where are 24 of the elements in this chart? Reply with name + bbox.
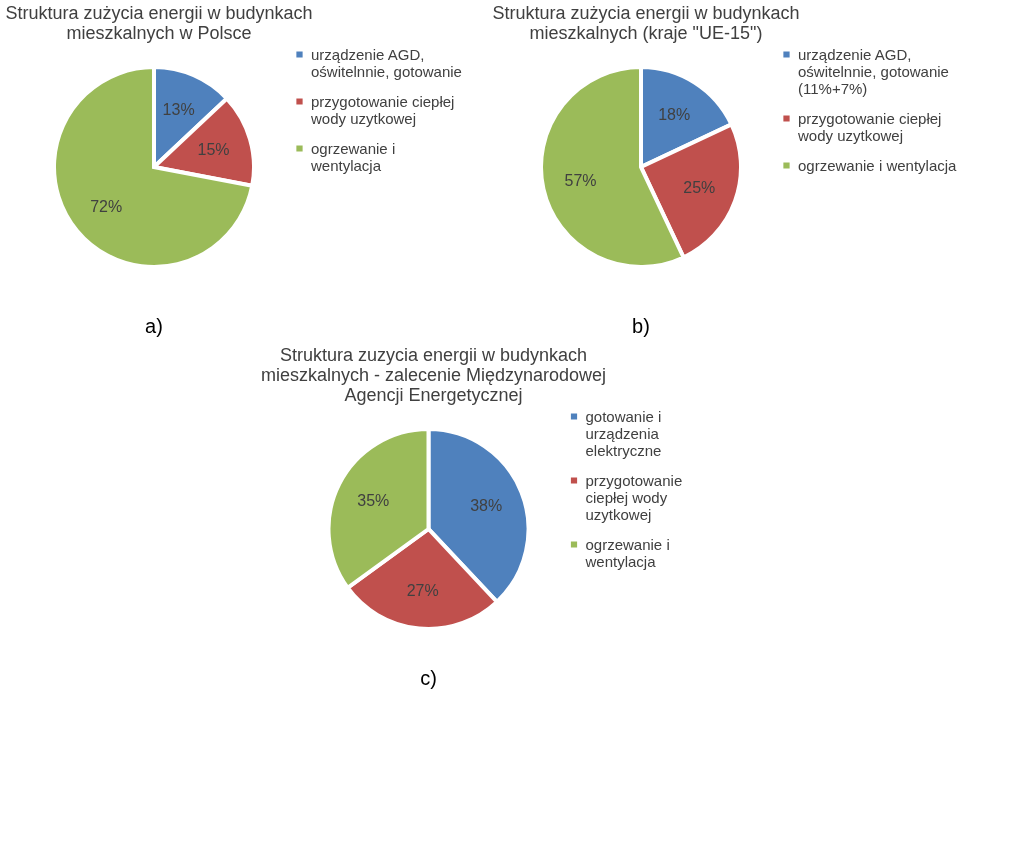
data-label: 13% [162,101,195,119]
data-label: 15% [197,140,230,158]
chart-title: Struktura zużycia energii w budynkach mieszkalnych (kraje "UE-15") [492,3,800,43]
data-label: 25% [683,179,716,196]
data-label: 18% [658,105,691,123]
text: c) [420,667,437,689]
legend-label: przygotowanie ciepłej wody uzytkowej [585,471,683,523]
legend-label: przygotowanie ciepłej wody uzytkowej [310,92,455,127]
legend-label: urządzenie AGD, oświtelnnie, gotowanie [311,45,462,80]
legend-label: ogrzewanie i wentylacja [798,156,958,174]
chart-title: Struktura zużycia energii w budynkach mieszkalnych w Polsce [5,3,313,43]
legend-label: gotowanie i urządzenia elektryczne [585,407,662,459]
text: a) [145,315,163,337]
legend-label: ogrzewanie i wentylacja [584,535,670,570]
data-label: 57% [564,171,597,189]
legend-label: ogrzewanie i wentylacja [310,139,396,174]
data-label: 72% [90,197,123,215]
data-label: 35% [357,491,390,509]
data-label: 27% [406,581,439,599]
data-label: 38% [470,497,503,515]
legend-label: przygotowanie ciepłej wody uzytkowej [797,109,942,144]
legend-label: urządzenie AGD, oświtelnnie, gotowanie (11%+7%) [798,45,949,97]
text: b) [632,315,650,337]
chart-title: Struktura zuzycia energii w budynkach mieszkalnych - zalecenie Międzynarodowej Agencji Energetycznej [260,345,607,405]
